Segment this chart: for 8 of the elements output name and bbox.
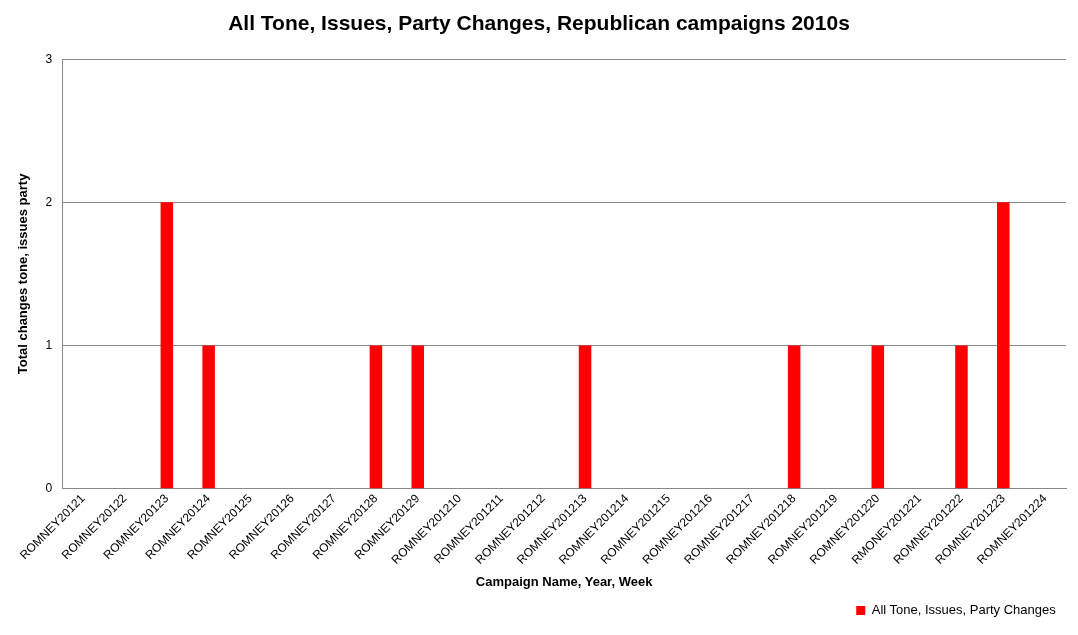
y-tick-label: 1 <box>45 337 53 352</box>
legend-label: All Tone, Issues, Party Changes <box>871 602 1057 618</box>
x-axis-title: Campaign Name, Year, Week <box>475 573 654 589</box>
y-axis-title: Total changes tone, issues party <box>15 172 31 375</box>
y-tick-label: 2 <box>45 194 53 209</box>
y-tick-label: 0 <box>45 480 53 495</box>
y-tick-label: 3 <box>45 51 53 66</box>
chart-title: All Tone, Issues, Party Changes, Republican campaigns 2010s <box>228 11 850 35</box>
